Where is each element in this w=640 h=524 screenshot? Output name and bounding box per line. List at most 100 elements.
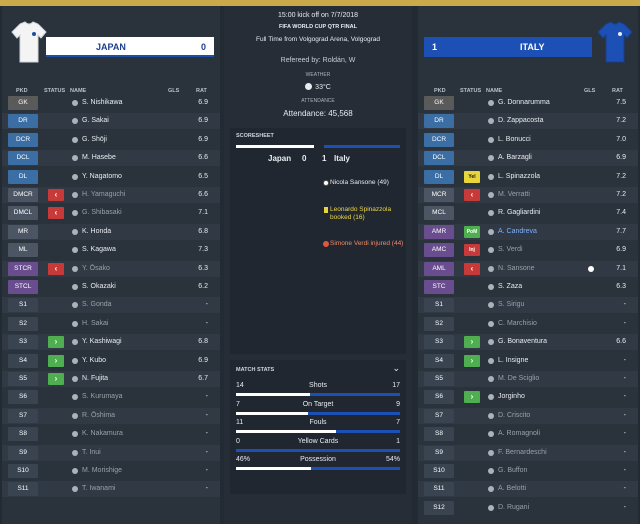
info-icon[interactable]	[488, 431, 494, 438]
table-row[interactable]: STCR ‹ Y. Ōsako 6.3	[2, 260, 220, 277]
table-row[interactable]: GK G. Donnarumma 7.5	[418, 95, 638, 111]
info-icon[interactable]	[72, 339, 78, 346]
player-name[interactable]: Y. Kubo	[82, 356, 107, 364]
table-row[interactable]: S11 T. Iwanami -	[2, 481, 220, 498]
table-row[interactable]: DCL M. Hasebe 6.6	[2, 150, 220, 167]
table-row[interactable]: S8 A. Romagnoli -	[418, 426, 638, 442]
table-row[interactable]: S11 A. Belotti -	[418, 481, 638, 498]
col-status[interactable]: STATUS	[44, 88, 66, 94]
info-icon[interactable]	[72, 431, 78, 438]
table-row[interactable]: STCL S. Okazaki 6.2	[2, 279, 220, 295]
player-name[interactable]: Y. Nagatomo	[82, 172, 122, 180]
player-name[interactable]: L. Spinazzola	[498, 172, 541, 180]
info-icon[interactable]	[72, 228, 78, 235]
info-icon[interactable]	[488, 320, 494, 327]
table-row[interactable]: S1 S. Sirigu -	[418, 297, 638, 314]
player-name[interactable]: T. Inui	[82, 448, 101, 456]
player-name[interactable]: S. Kagawa	[82, 246, 116, 254]
col-name[interactable]: NAME	[486, 88, 503, 94]
player-name[interactable]: M. Morishige	[82, 467, 123, 474]
col-status[interactable]: STATUS	[460, 88, 482, 94]
player-name[interactable]: T. Iwanami	[82, 485, 116, 493]
table-row[interactable]: S6 S. Kurumaya -	[2, 389, 220, 405]
player-name[interactable]: L. Insigne	[498, 356, 529, 364]
info-icon[interactable]	[72, 412, 78, 419]
player-name[interactable]: M. De Sciglio	[498, 375, 540, 382]
player-name[interactable]: Y. Ōsako	[82, 264, 110, 272]
info-icon[interactable]	[488, 504, 494, 511]
table-row[interactable]: DMCR ‹ H. Yamaguchi 6.6	[2, 187, 220, 203]
player-name[interactable]: G. Shibasaki	[82, 209, 122, 217]
player-name[interactable]: R. Gagliardini	[498, 209, 541, 217]
table-row[interactable]: ML S. Kagawa 7.3	[2, 242, 220, 258]
player-name[interactable]: G. Sakai	[82, 117, 109, 125]
info-icon[interactable]	[72, 468, 78, 474]
info-icon[interactable]	[72, 247, 78, 254]
info-icon[interactable]	[488, 136, 494, 143]
table-row[interactable]: DMCL ‹ G. Shibasaki 7.1	[2, 205, 220, 221]
col-gls[interactable]: GLS	[168, 88, 180, 94]
info-icon[interactable]	[488, 449, 494, 456]
table-row[interactable]: S5 M. De Sciglio -	[418, 371, 638, 387]
table-row[interactable]: S10 M. Morishige -	[2, 463, 220, 479]
player-name[interactable]: D. Rugani	[498, 503, 530, 511]
info-icon[interactable]	[488, 173, 494, 180]
info-icon[interactable]	[488, 302, 494, 309]
table-row[interactable]: S6 › Jorginho -	[418, 389, 638, 405]
info-icon[interactable]	[72, 394, 78, 401]
col-rat[interactable]: RAT	[196, 88, 207, 94]
player-name[interactable]: G. Shōji	[82, 135, 107, 143]
table-row[interactable]: MR K. Honda 6.8	[2, 223, 220, 240]
table-row[interactable]: DCL A. Barzagli 6.9	[418, 150, 638, 167]
info-icon[interactable]	[72, 357, 78, 364]
player-name[interactable]: H. Sakai	[82, 319, 109, 327]
info-icon[interactable]	[72, 320, 78, 327]
info-icon[interactable]	[488, 394, 494, 401]
player-name[interactable]: G. Donnarumma	[498, 99, 550, 106]
player-name[interactable]: K. Nakamura	[82, 430, 123, 438]
info-icon[interactable]	[72, 486, 78, 493]
player-name[interactable]: S. Nishikawa	[82, 99, 123, 106]
table-row[interactable]: S9 F. Bernardeschi -	[418, 444, 638, 461]
player-name[interactable]: Y. Kashiwagi	[82, 338, 122, 346]
table-row[interactable]: DCR L. Bonucci 7.0	[418, 132, 638, 148]
col-pkd[interactable]: PKD	[16, 88, 28, 94]
info-icon[interactable]	[488, 376, 494, 382]
player-name[interactable]: R. Ōshima	[82, 411, 116, 419]
table-row[interactable]: DL Y. Nagatomo 6.5	[2, 169, 220, 185]
table-row[interactable]: S1 S. Gonda -	[2, 297, 220, 314]
player-name[interactable]: D. Criscito	[498, 411, 531, 419]
player-name[interactable]: S. Okazaki	[82, 283, 116, 290]
player-name[interactable]: H. Yamaguchi	[82, 191, 126, 198]
table-row[interactable]: MCR ‹ M. Verratti 7.2	[418, 187, 638, 203]
player-name[interactable]: S. Kurumaya	[82, 393, 123, 401]
info-icon[interactable]	[72, 100, 78, 106]
player-name[interactable]: S. Gonda	[82, 301, 112, 309]
info-icon[interactable]	[488, 210, 494, 217]
player-name[interactable]: L. Bonucci	[498, 135, 531, 143]
table-row[interactable]: AMR PoM A. Candreva 7.7	[418, 223, 638, 240]
table-row[interactable]: DCR G. Shōji 6.9	[2, 132, 220, 148]
player-name[interactable]: S. Verdi	[498, 246, 523, 254]
table-row[interactable]: MCL R. Gagliardini 7.4	[418, 205, 638, 221]
player-name[interactable]: K. Honda	[82, 227, 112, 235]
info-icon[interactable]	[488, 486, 494, 493]
table-row[interactable]: S12 D. Rugani -	[418, 500, 638, 516]
info-icon[interactable]	[72, 265, 78, 272]
col-rat[interactable]: RAT	[612, 88, 623, 94]
info-icon[interactable]	[488, 247, 494, 254]
info-icon[interactable]	[488, 118, 494, 125]
info-icon[interactable]	[72, 173, 78, 180]
player-name[interactable]: S. Sirigu	[498, 301, 525, 309]
player-name[interactable]: N. Fujita	[82, 375, 109, 382]
table-row[interactable]: S4 › L. Insigne -	[418, 353, 638, 369]
info-icon[interactable]	[72, 118, 78, 125]
table-row[interactable]: S3 › Y. Kashiwagi 6.8	[2, 334, 220, 351]
table-row[interactable]: S3 › G. Bonaventura 6.6	[418, 334, 638, 351]
table-row[interactable]: S7 D. Criscito -	[418, 407, 638, 424]
info-icon[interactable]	[72, 376, 78, 382]
info-icon[interactable]	[72, 302, 78, 309]
table-row[interactable]: DL Yel L. Spinazzola 7.2	[418, 169, 638, 185]
player-name[interactable]: G. Buffon	[498, 467, 528, 474]
player-name[interactable]: D. Zappacosta	[498, 117, 544, 125]
